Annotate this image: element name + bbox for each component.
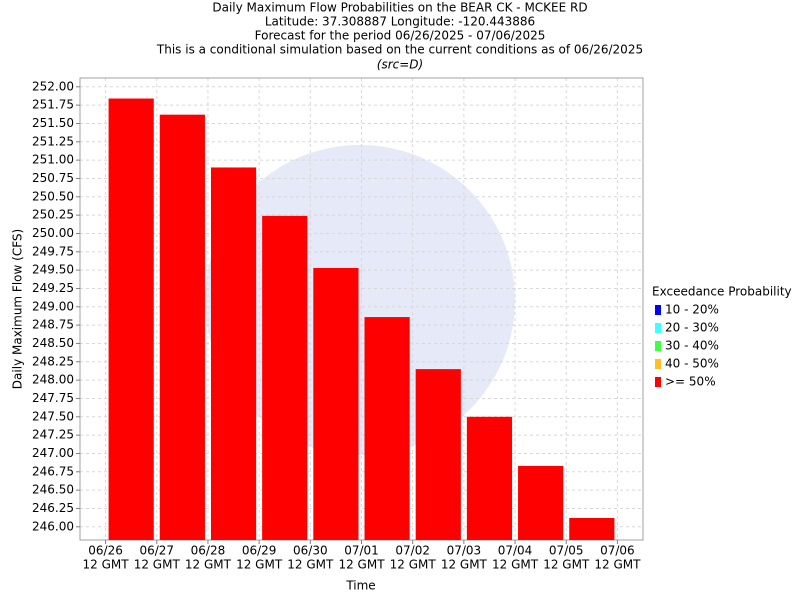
legend-swatch <box>655 305 661 315</box>
x-tick-label: 06/27 <box>139 544 174 558</box>
chart-title: Daily Maximum Flow Probabilities on the … <box>212 1 587 15</box>
x-tick-label: 12 GMT <box>338 558 385 572</box>
y-tick-label: 246.75 <box>32 464 74 478</box>
bar <box>210 167 257 540</box>
chart-title: This is a conditional simulation based o… <box>156 43 643 57</box>
bar <box>415 369 461 540</box>
y-tick-label: 251.50 <box>32 116 74 130</box>
bar <box>313 267 359 540</box>
x-tick-label: 12 GMT <box>185 558 232 572</box>
y-tick-label: 250.50 <box>32 189 74 203</box>
bar <box>518 465 564 540</box>
x-tick-label: 12 GMT <box>236 558 283 572</box>
x-tick-label: 12 GMT <box>492 558 539 572</box>
chart-title: Forecast for the period 06/26/2025 - 07/… <box>255 29 546 43</box>
legend-swatch <box>655 377 661 387</box>
y-tick-label: 248.75 <box>32 318 74 332</box>
y-tick-label: 247.75 <box>32 391 74 405</box>
y-tick-label: 249.75 <box>32 244 74 258</box>
x-tick-label: 12 GMT <box>83 558 130 572</box>
y-tick-label: 248.25 <box>32 354 74 368</box>
x-tick-label: 06/28 <box>191 544 226 558</box>
x-tick-label: 12 GMT <box>441 558 488 572</box>
y-tick-label: 246.25 <box>32 501 74 515</box>
x-tick-label: 07/02 <box>395 544 430 558</box>
x-axis-label: Time <box>345 579 375 593</box>
y-tick-label: 250.00 <box>32 226 74 240</box>
x-tick-label: 12 GMT <box>390 558 437 572</box>
x-tick-label: 07/03 <box>447 544 482 558</box>
y-tick-label: 247.25 <box>32 428 74 442</box>
x-tick-label: 06/30 <box>293 544 328 558</box>
legend-swatch <box>655 341 661 351</box>
x-tick-label: 12 GMT <box>594 558 641 572</box>
y-axis-label: Daily Maximum Flow (CFS) <box>11 229 25 389</box>
x-tick-label: 12 GMT <box>287 558 334 572</box>
bar <box>108 98 154 541</box>
legend-swatch <box>655 359 661 369</box>
x-tick-label: 07/05 <box>549 544 584 558</box>
legend-label: >= 50% <box>665 375 716 389</box>
y-tick-label: 248.50 <box>32 336 74 350</box>
y-tick-label: 249.25 <box>32 281 74 295</box>
legend-label: 20 - 30% <box>665 321 719 335</box>
y-tick-label: 249.50 <box>32 263 74 277</box>
x-tick-label: 12 GMT <box>134 558 181 572</box>
y-tick-label: 251.25 <box>32 134 74 148</box>
legend-label: 10 - 20% <box>665 303 719 317</box>
y-tick-label: 248.00 <box>32 373 74 387</box>
y-tick-label: 252.00 <box>32 79 74 93</box>
y-tick-label: 246.50 <box>32 483 74 497</box>
x-tick-label: 06/26 <box>88 544 123 558</box>
legend-label: 40 - 50% <box>665 357 719 371</box>
legend-label: 30 - 40% <box>665 339 719 353</box>
y-tick-label: 246.00 <box>32 519 74 533</box>
x-tick-label: 07/01 <box>344 544 379 558</box>
legend-title: Exceedance Probability <box>652 285 792 299</box>
chart-title: Latitude: 37.308887 Longitude: -120.4438… <box>265 15 535 29</box>
bar <box>569 518 615 540</box>
y-tick-label: 251.00 <box>32 153 74 167</box>
bar <box>262 215 308 540</box>
y-tick-label: 249.00 <box>32 299 74 313</box>
bar <box>466 416 513 540</box>
y-tick-label: 251.75 <box>32 98 74 112</box>
x-tick-label: 12 GMT <box>543 558 590 572</box>
y-tick-label: 247.50 <box>32 409 74 423</box>
y-tick-label: 250.75 <box>32 171 74 185</box>
x-tick-label: 06/29 <box>242 544 277 558</box>
x-tick-label: 07/04 <box>498 544 533 558</box>
bar <box>364 317 410 540</box>
bar <box>159 114 205 541</box>
legend-swatch <box>655 323 661 333</box>
chart-subtitle: (src=D) <box>377 58 423 72</box>
y-tick-label: 247.00 <box>32 446 74 460</box>
y-tick-label: 250.25 <box>32 208 74 222</box>
x-tick-label: 07/06 <box>600 544 635 558</box>
